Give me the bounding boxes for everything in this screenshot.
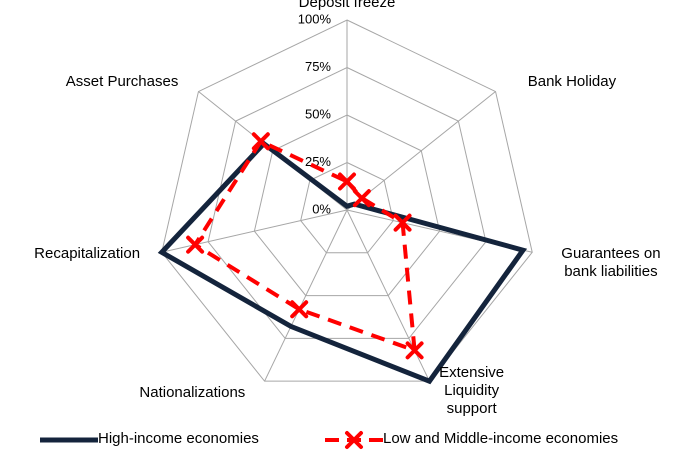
legend-label: High-income economies: [98, 430, 259, 447]
tick-label: 50%: [305, 106, 331, 121]
category-label: Guarantees on bank liabilities: [561, 245, 661, 281]
legend-label: Low and Middle-income economies: [383, 430, 619, 447]
category-label: Extensive Liquidity support: [439, 363, 505, 417]
marker: [290, 300, 309, 319]
grid-ring: [161, 19, 533, 382]
category-label: Bank Holiday: [527, 72, 617, 90]
marker: [251, 132, 270, 151]
category-label: Nationalizations: [139, 383, 246, 401]
grid-ring: [300, 161, 394, 254]
spoke: [161, 209, 348, 253]
tick-label: 0%: [312, 201, 331, 216]
marker: [345, 431, 363, 449]
spoke: [346, 91, 496, 211]
tick-label: 75%: [305, 59, 331, 74]
category-label: Asset Purchases: [65, 72, 179, 90]
marker: [405, 341, 424, 360]
tick-label: 100%: [298, 11, 332, 26]
category-label: Deposit freeze: [298, 0, 396, 11]
series: [186, 132, 424, 360]
marker: [186, 235, 205, 254]
category-label: Recapitalization: [34, 245, 141, 263]
marker: [393, 213, 412, 232]
marker: [338, 172, 356, 191]
grid-ring: [253, 114, 441, 297]
grid-ring: [207, 66, 487, 339]
spoke: [264, 209, 348, 382]
marker: [352, 189, 371, 208]
